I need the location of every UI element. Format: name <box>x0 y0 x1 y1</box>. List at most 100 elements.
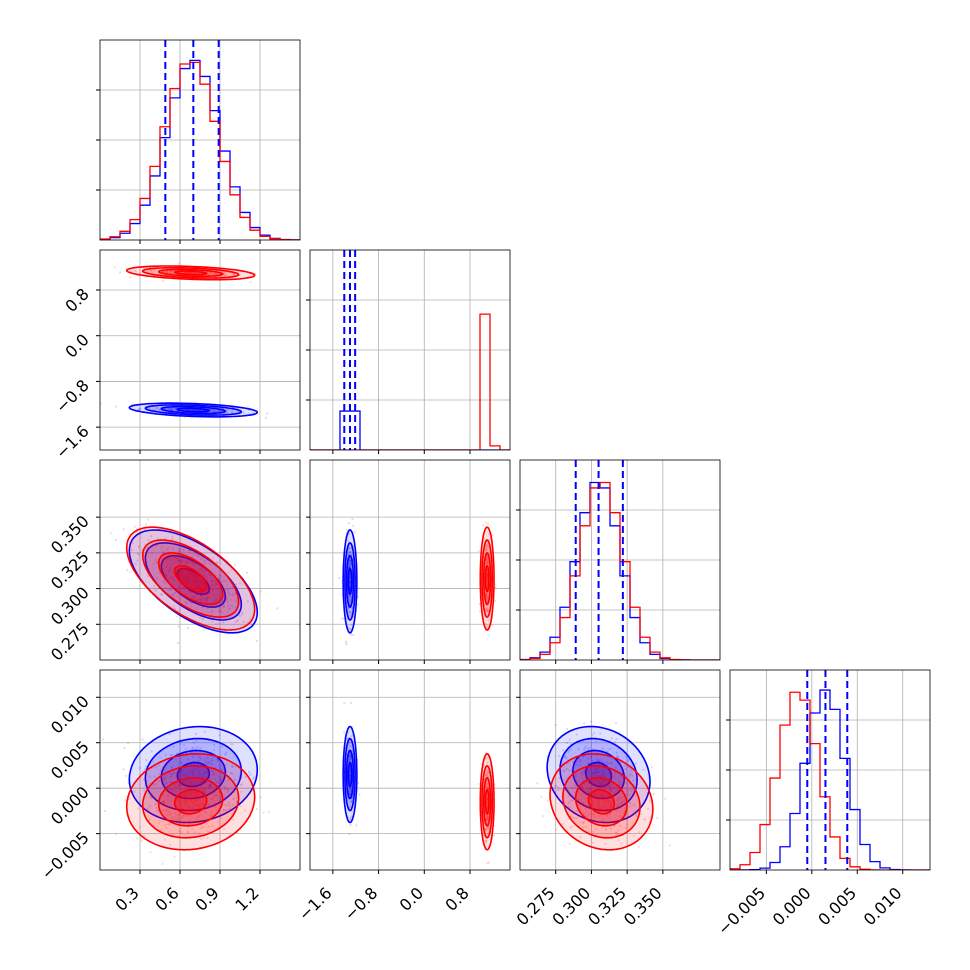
sample-point <box>600 784 603 787</box>
sample-point <box>230 604 234 607</box>
sample-point <box>122 528 125 531</box>
sample-point <box>567 750 570 753</box>
sample-point <box>185 560 188 563</box>
sample-point <box>195 592 198 595</box>
sample-point <box>348 757 352 760</box>
sample-point <box>614 766 617 769</box>
sample-point <box>169 408 172 411</box>
sample-point <box>626 788 629 792</box>
sample-point <box>176 814 179 817</box>
sample-point <box>174 556 178 559</box>
sample-point <box>569 825 572 829</box>
sample-point <box>349 581 352 584</box>
sample-point <box>486 522 490 525</box>
sample-point <box>628 773 632 777</box>
sample-point <box>485 555 489 559</box>
sample-point <box>234 563 237 566</box>
sample-point <box>224 580 228 583</box>
sample-point <box>349 793 352 796</box>
sample-point <box>217 780 220 784</box>
sample-point <box>218 610 221 614</box>
sample-point <box>585 797 589 800</box>
sample-point <box>486 575 489 578</box>
sample-point <box>629 768 632 771</box>
sample-point <box>564 756 567 759</box>
sample-point <box>598 780 601 784</box>
sample-point <box>602 780 605 783</box>
sample-point <box>630 769 633 773</box>
sample-point <box>486 816 489 819</box>
sample-point <box>151 270 154 273</box>
sample-point <box>239 805 242 808</box>
sample-point <box>163 537 167 540</box>
sample-point <box>587 781 590 784</box>
sample-point <box>227 604 230 607</box>
sample-point <box>185 581 188 584</box>
sample-point <box>581 787 584 790</box>
sample-point <box>183 782 186 785</box>
sample-point <box>218 734 221 737</box>
sample-point <box>594 827 598 831</box>
sample-point <box>199 583 202 587</box>
sample-point <box>239 783 242 786</box>
contour-series-1-level-1 <box>141 539 240 618</box>
sample-point <box>227 802 231 806</box>
sample-point <box>348 565 351 569</box>
sample-point <box>195 563 199 566</box>
sample-point <box>155 560 158 563</box>
sample-point <box>194 271 197 275</box>
sample-point <box>212 802 216 806</box>
sample-point <box>348 553 351 556</box>
sample-point <box>216 597 219 601</box>
sample-point <box>345 738 349 741</box>
sample-point <box>183 600 187 604</box>
sample-point <box>157 809 160 812</box>
sample-point <box>624 801 627 805</box>
sample-point <box>206 770 209 774</box>
sample-point <box>187 408 191 411</box>
sample-point <box>167 570 171 573</box>
sample-point <box>225 273 228 276</box>
sample-point <box>582 826 585 829</box>
sample-point <box>150 794 154 797</box>
sample-point <box>147 807 150 810</box>
sample-point <box>618 824 622 828</box>
sample-point <box>206 596 210 599</box>
sample-point <box>485 561 488 564</box>
sample-point <box>598 807 601 811</box>
sample-point <box>210 783 213 786</box>
sample-point <box>622 812 625 815</box>
panel-3-1 <box>310 670 510 870</box>
sample-point <box>573 784 576 787</box>
sample-point <box>190 586 193 589</box>
sample-point <box>571 812 575 815</box>
sample-point <box>215 583 218 586</box>
sample-point <box>349 744 352 747</box>
sample-point <box>168 553 171 557</box>
sample-point <box>484 544 488 548</box>
sample-point <box>191 596 195 599</box>
sample-point <box>187 573 191 577</box>
sample-point <box>169 271 173 275</box>
sample-point <box>245 796 248 799</box>
sample-point <box>570 827 573 830</box>
sample-point <box>175 818 178 821</box>
sample-point <box>486 557 489 560</box>
sample-point <box>167 810 170 813</box>
sample-point <box>164 777 167 780</box>
sample-point <box>185 803 188 806</box>
sample-point <box>208 562 211 565</box>
sample-point <box>196 580 199 583</box>
sample-point <box>191 801 194 804</box>
sample-point <box>487 827 490 830</box>
sample-point <box>486 786 489 789</box>
sample-point <box>631 779 635 782</box>
sample-point <box>184 774 187 777</box>
sample-point <box>177 560 180 563</box>
sample-point <box>600 773 603 776</box>
sample-point <box>208 786 211 789</box>
sample-point <box>159 829 163 832</box>
sample-point <box>486 609 489 612</box>
sample-point <box>155 806 158 809</box>
sample-point <box>169 800 173 803</box>
